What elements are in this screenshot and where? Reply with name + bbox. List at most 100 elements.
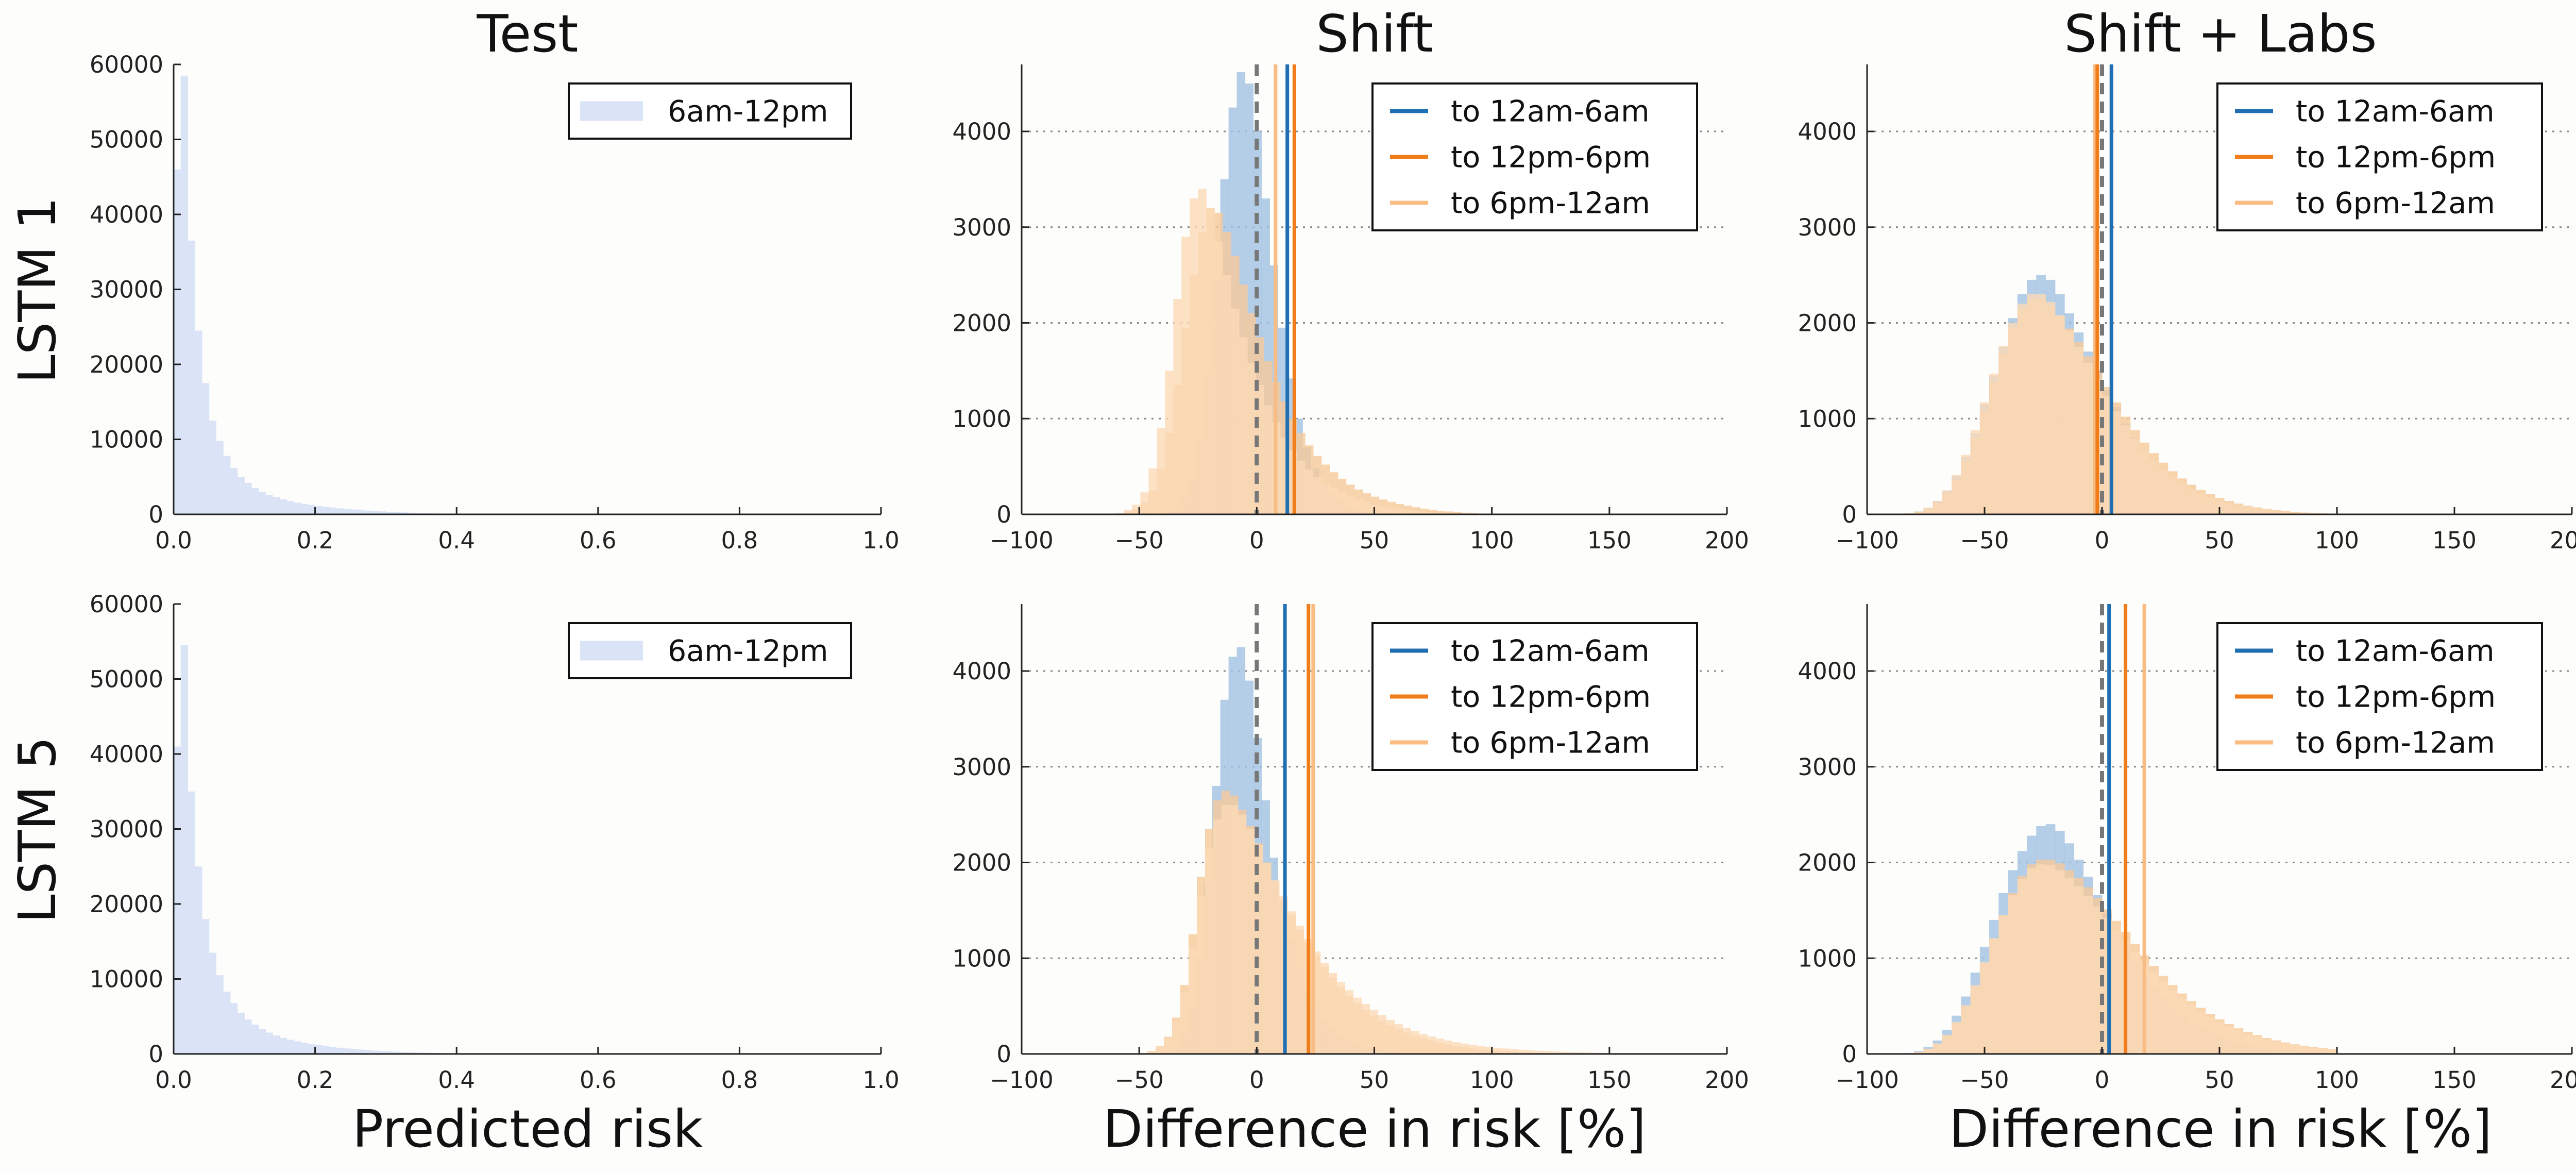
histogram-bar — [1140, 492, 1149, 514]
histogram-bar — [2280, 1043, 2291, 1054]
histogram-bar — [2083, 896, 2093, 1054]
histogram-bar — [1361, 1004, 1370, 1054]
histogram-bar — [364, 510, 372, 514]
x-tick-label: 0 — [2095, 527, 2110, 554]
histogram-bar — [251, 488, 259, 514]
histogram-bar — [223, 992, 231, 1054]
histogram-bar — [1337, 492, 1347, 514]
histogram-bar — [1501, 1048, 1510, 1054]
legend-label: to 12am-6am — [2296, 95, 2495, 129]
histogram-bar — [1320, 963, 1329, 1054]
histogram-bar — [2130, 952, 2140, 1054]
histogram-bar — [2008, 895, 2018, 1054]
histogram-bar — [2158, 470, 2168, 514]
legend: to 12am-6am to 12pm-6pm to 6pm-12am — [2216, 82, 2543, 231]
legend: 6am-12pm — [568, 82, 852, 140]
x-tick-label: 150 — [2432, 1066, 2477, 1094]
histogram-bar — [371, 511, 379, 514]
histogram-bar — [1329, 488, 1338, 514]
histogram-bar — [1313, 477, 1322, 514]
histogram-bar — [1542, 1051, 1551, 1054]
histogram-bar — [209, 421, 216, 514]
histogram-bar — [1321, 482, 1330, 514]
x-tick-label: 0.0 — [155, 1066, 192, 1094]
histogram-bar — [2252, 1036, 2262, 1054]
histogram-bar — [1287, 911, 1296, 1054]
y-tick-label: 40000 — [90, 201, 163, 228]
panel-lstm1-shift-labs: 0 1000 2000 3000 4000 −100 −50 0 50 100 150 200 to 1… — [1798, 64, 2576, 554]
y-tick-label: 3000 — [1798, 753, 1857, 781]
histogram-bar — [2083, 363, 2093, 514]
histogram-bar — [294, 502, 301, 514]
x-tick-label: 100 — [1470, 1066, 1514, 1094]
y-tick-label: 2000 — [1798, 849, 1857, 877]
histogram-bar — [1558, 1051, 1568, 1054]
x-tick-label: 0 — [1249, 1066, 1264, 1094]
histogram-bar — [2102, 395, 2112, 514]
histogram-bar — [2280, 512, 2291, 514]
histogram-bar — [230, 467, 238, 514]
histogram-bar — [2262, 510, 2272, 514]
x-tick-label: 150 — [1587, 527, 1632, 554]
x-axis-label-test: Predicted risk — [352, 1099, 703, 1159]
x-tick-label: −100 — [990, 527, 1054, 554]
histogram-6am-12pm — [174, 645, 500, 1054]
y-tick-label: 0 — [148, 501, 163, 528]
histogram-bar — [308, 505, 316, 514]
y-tick-label: 4000 — [952, 658, 1011, 685]
histogram-bar — [2205, 1017, 2215, 1054]
legend-swatch — [580, 641, 643, 661]
histogram-bar — [1989, 938, 1999, 1054]
histogram-bar — [1386, 1019, 1395, 1054]
histogram-bar — [1460, 1043, 1469, 1054]
histogram-bar — [1165, 371, 1174, 514]
x-tick-label: 200 — [1705, 1066, 1749, 1094]
histogram-bar — [1550, 1051, 1560, 1054]
histogram-bar — [2158, 982, 2168, 1054]
histogram-bar — [265, 495, 273, 514]
histogram-bar — [407, 512, 415, 514]
x-tick-label: 1.0 — [862, 1066, 900, 1094]
histogram-bar — [1246, 829, 1255, 1054]
histogram-bar — [188, 791, 195, 1054]
legend-label: to 12pm-6pm — [2296, 680, 2496, 714]
histogram-bar — [1345, 990, 1354, 1054]
histogram-bar — [322, 507, 330, 514]
histogram-bar — [1295, 926, 1304, 1054]
histogram-bar — [2187, 1005, 2196, 1054]
x-tick-label: 0 — [2095, 1066, 2110, 1094]
histogram-bar — [2027, 294, 2037, 514]
x-tick-label: −50 — [1960, 527, 2009, 554]
histogram-bar — [1147, 1051, 1156, 1054]
y-tick-label: 3000 — [952, 753, 1011, 781]
histogram-bar — [329, 1047, 337, 1054]
histogram-bar — [2008, 323, 2018, 514]
histogram-bar — [2111, 929, 2122, 1054]
y-tick-label: 0 — [1842, 501, 1857, 528]
histogram-bar — [286, 501, 295, 514]
histogram-bar — [1231, 308, 1240, 514]
y-tick-label: 4000 — [952, 118, 1011, 145]
histogram-bar — [180, 645, 189, 1054]
histogram-bar — [1575, 1052, 1584, 1054]
histogram-bar — [2111, 411, 2122, 514]
histogram-bar — [336, 508, 344, 514]
histogram-bar — [1403, 510, 1413, 514]
histogram-bar — [1164, 1038, 1173, 1054]
histogram-bar — [1961, 455, 1971, 514]
histogram-bar — [315, 1045, 323, 1054]
histogram-bar — [2017, 304, 2027, 514]
histogram-bar — [2167, 477, 2178, 514]
histogram-bar — [216, 975, 224, 1054]
histogram-bar — [1205, 848, 1214, 1054]
histogram-bar — [400, 512, 408, 514]
histogram-bar — [1402, 1028, 1411, 1054]
y-tick-label: 1000 — [952, 945, 1011, 972]
histogram-bar — [2187, 490, 2196, 514]
histogram-bar — [209, 952, 216, 1054]
legend: to 12am-6am to 12pm-6pm to 6pm-12am — [1371, 82, 1698, 231]
histogram-bar — [1509, 1049, 1518, 1054]
histogram-bar — [294, 1041, 301, 1054]
histogram-bar — [2074, 346, 2084, 514]
histogram-bar — [1411, 1031, 1419, 1054]
